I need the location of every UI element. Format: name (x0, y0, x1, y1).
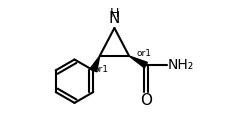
Text: N: N (109, 11, 120, 26)
Text: H: H (110, 7, 119, 20)
Polygon shape (90, 56, 100, 72)
Polygon shape (129, 56, 147, 68)
Text: or1: or1 (94, 65, 108, 74)
Text: NH₂: NH₂ (168, 58, 194, 72)
Text: O: O (140, 93, 152, 108)
Text: or1: or1 (136, 49, 151, 58)
